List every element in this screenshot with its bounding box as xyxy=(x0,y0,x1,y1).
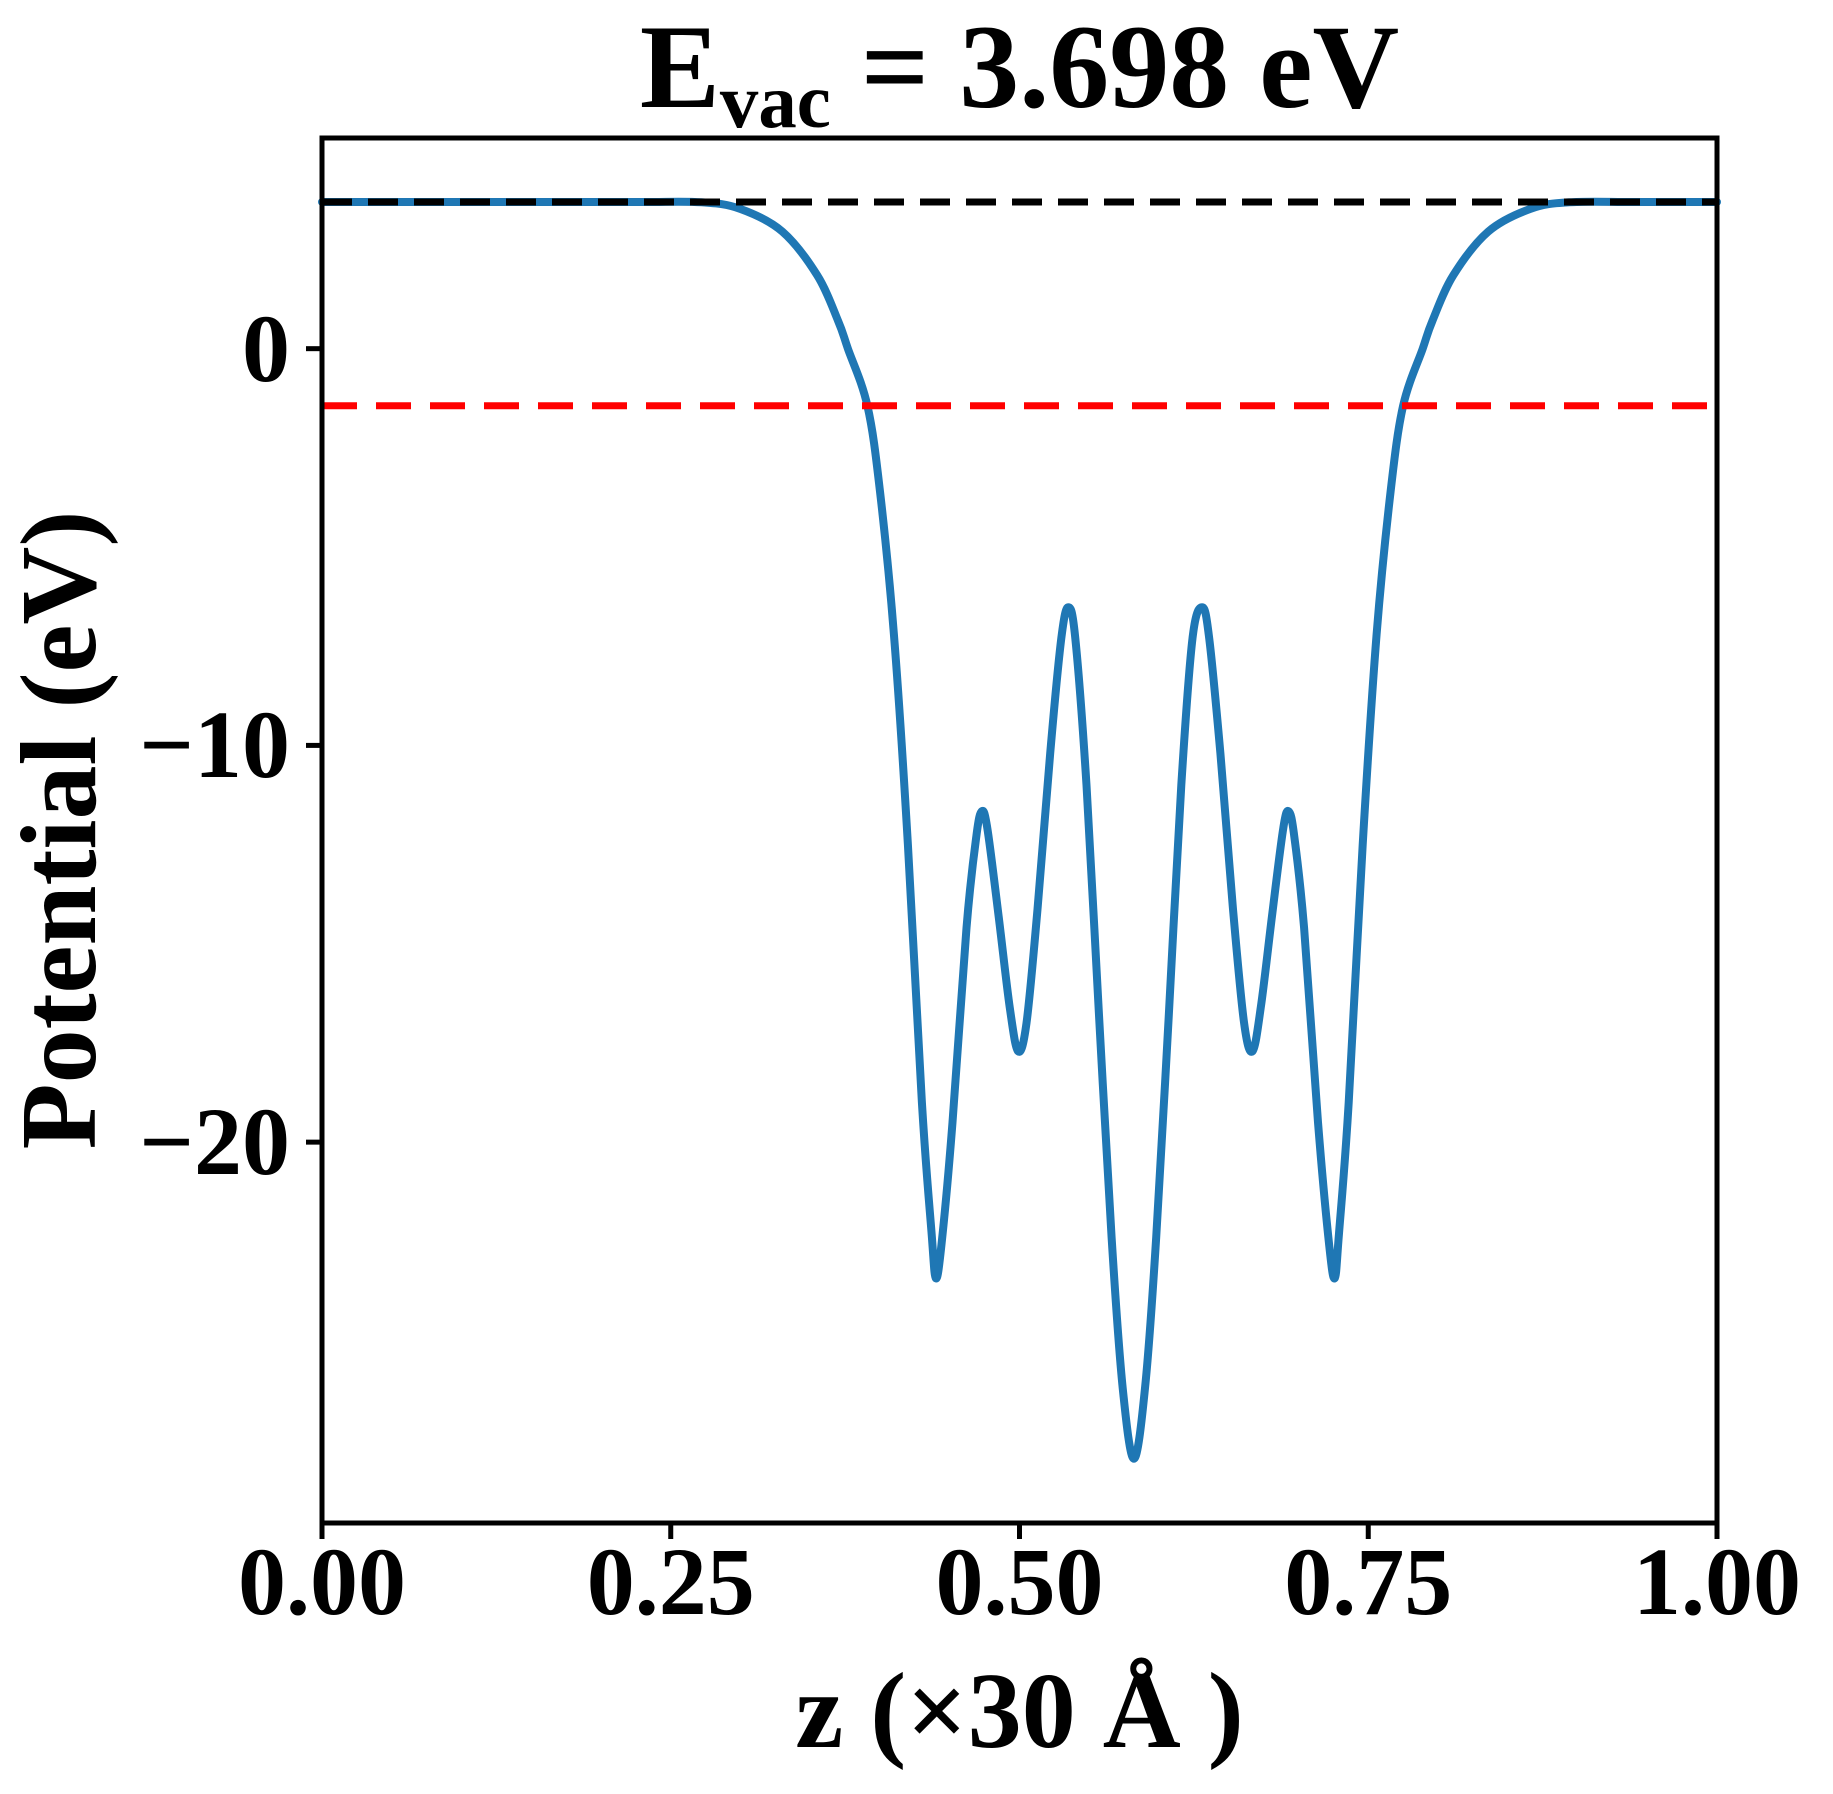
x-tick-label: 0.50 xyxy=(935,1528,1104,1635)
title-subscript: vac xyxy=(719,58,831,144)
x-tick-label: 1.00 xyxy=(1633,1528,1801,1635)
plot-title: Evac = 3.698 eV xyxy=(322,0,1717,144)
plot-border xyxy=(319,135,1720,1526)
y-tick-label: −10 xyxy=(139,691,290,799)
y-tick-label: 0 xyxy=(242,294,290,402)
title-symbol: E xyxy=(639,0,720,133)
x-tick-label: 0.25 xyxy=(586,1528,755,1635)
x-tick-label: 0.75 xyxy=(1284,1528,1453,1635)
x-tick-label: 0.00 xyxy=(238,1528,406,1635)
planar-averaged-potential-curve xyxy=(318,197,1721,1463)
x-axis-label: z (×30 Å ) xyxy=(795,1652,1244,1771)
title-value: = 3.698 eV xyxy=(830,0,1400,133)
y-tick-label: −20 xyxy=(139,1088,290,1196)
